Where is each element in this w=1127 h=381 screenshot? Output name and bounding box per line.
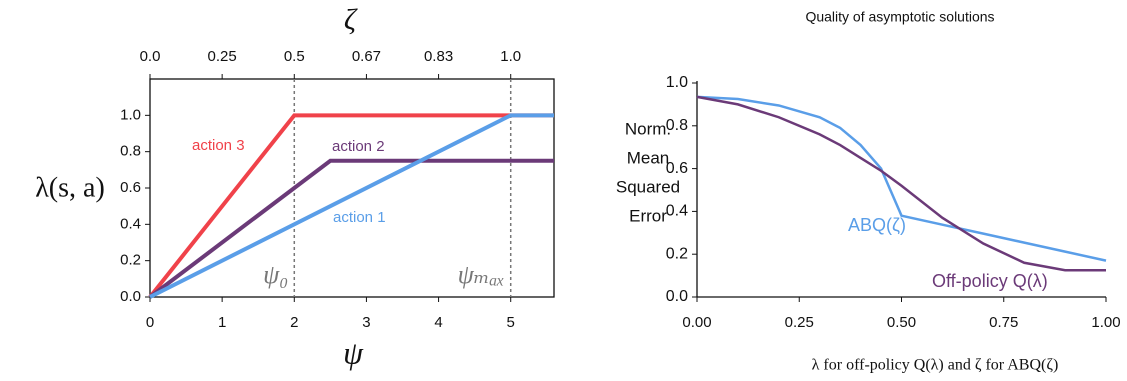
x2-tick-label: 0.83 xyxy=(424,48,453,65)
y-tick-label: 0.6 xyxy=(120,179,141,196)
x-tick-label: 4 xyxy=(434,314,442,331)
x2-tick-label: 0.25 xyxy=(208,48,237,65)
x-tick-label: 2 xyxy=(290,314,298,331)
series-label: action 2 xyxy=(332,138,385,155)
series-label: ABQ(ζ) xyxy=(848,215,906,235)
x-axis-label: λ for off-policy Q(λ) and ζ for ABQ(ζ) xyxy=(812,357,1059,374)
x-tick-label: 5 xyxy=(507,314,515,331)
series-line xyxy=(149,113,554,299)
y-tick-label: 0.0 xyxy=(666,288,688,305)
x-tick-label: 0.25 xyxy=(785,314,814,331)
series-label: action 3 xyxy=(192,137,245,154)
reference-label: ψₘₐₓ xyxy=(458,260,505,289)
series-line xyxy=(696,95,1106,272)
y-tick-label: 0.2 xyxy=(120,252,141,269)
x-tick-label: 1.00 xyxy=(1091,314,1120,331)
x-tick-label: 3 xyxy=(362,314,370,331)
chart-title: Quality of asymptotic solutions xyxy=(805,9,994,25)
y-axis-label: Error xyxy=(629,206,667,225)
y-tick-label: 1.0 xyxy=(666,74,688,91)
x2-tick-label: 0.0 xyxy=(140,48,161,65)
series-line xyxy=(148,158,554,299)
series-label: Off-policy Q(λ) xyxy=(932,271,1048,291)
reference-label: ψ₀ xyxy=(263,260,288,289)
series-line xyxy=(696,95,1107,262)
x-tick-label: 1 xyxy=(218,314,226,331)
x-tick-label: 0.75 xyxy=(989,314,1018,331)
y-tick-label: 0.4 xyxy=(666,203,688,220)
x-tick-label: 0.00 xyxy=(682,314,711,331)
y-axis-label: λ(s, a) xyxy=(35,172,105,203)
x-tick-label: 0 xyxy=(146,314,154,331)
y-tick-label: 0.2 xyxy=(666,245,688,262)
series-label: action 1 xyxy=(333,209,386,226)
top-axis-label: ζ xyxy=(344,3,358,36)
x-tick-label: 0.50 xyxy=(887,314,916,331)
y-axis-label: Norm. xyxy=(625,119,671,138)
y-tick-label: 0.8 xyxy=(666,117,688,134)
y-tick-label: 0.4 xyxy=(120,215,141,232)
y-tick-label: 0.0 xyxy=(120,288,141,305)
series-line xyxy=(148,113,554,299)
x2-tick-label: 0.5 xyxy=(284,48,305,65)
y-tick-label: 1.0 xyxy=(120,106,141,123)
y-tick-label: 0.6 xyxy=(666,160,688,177)
y-axis-label: Mean xyxy=(627,148,670,167)
y-axis-label: Squared xyxy=(616,177,680,196)
y-tick-label: 0.8 xyxy=(120,143,141,160)
x2-tick-label: 1.0 xyxy=(500,48,521,65)
x2-tick-label: 0.67 xyxy=(352,48,381,65)
x-axis-label: ψ xyxy=(343,334,364,370)
